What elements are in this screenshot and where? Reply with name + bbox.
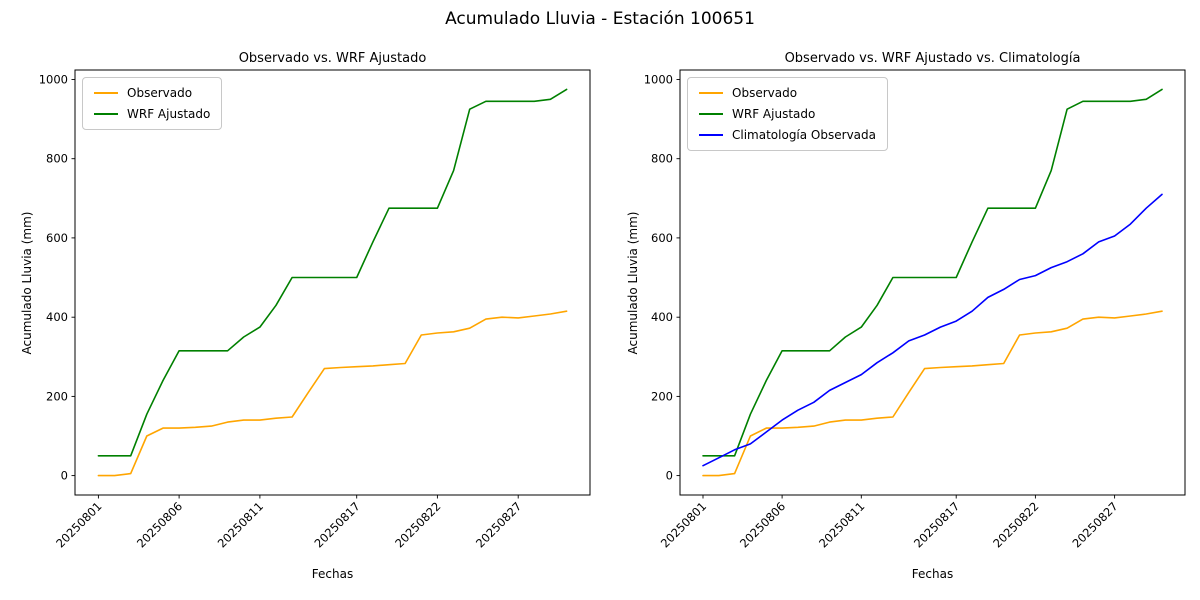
legend-label: Observado: [732, 86, 798, 100]
right-x-axis-label: Fechas: [911, 567, 954, 581]
y-tick-label: 400: [651, 310, 673, 324]
x-tick-label: 20250806: [134, 499, 185, 550]
y-tick-label: 200: [46, 389, 68, 403]
y-tick-label: 200: [651, 389, 673, 403]
x-tick-label: 20250801: [658, 499, 709, 550]
observado-line-swatch: [94, 92, 118, 94]
legend-item-wrf: WRF Ajustado: [94, 107, 210, 121]
legend-label: WRF Ajustado: [732, 107, 816, 121]
series-line-climatolog-a-observada: [702, 193, 1163, 467]
x-tick-label: 20250822: [990, 499, 1041, 550]
x-tick-label: 20250822: [392, 499, 443, 550]
axes-frame: [74, 69, 591, 496]
series-line-wrf-ajustado: [97, 88, 568, 457]
y-tick-label: 600: [46, 231, 68, 245]
y-tick-label: 800: [46, 152, 68, 166]
observado-line-swatch: [699, 92, 723, 94]
legend-item-observado: Observado: [699, 86, 876, 100]
y-tick-label: 0: [61, 469, 68, 483]
legend-label: Observado: [127, 86, 193, 100]
x-tick-label: 20250811: [215, 499, 266, 550]
climatologia-line-swatch: [699, 134, 723, 136]
series-line-wrf-ajustado: [702, 88, 1163, 457]
y-tick-label: 800: [651, 152, 673, 166]
x-tick-label: 20250817: [911, 499, 962, 550]
series-line-observado: [97, 310, 568, 477]
legend-label: WRF Ajustado: [127, 107, 211, 121]
subplot-left-title: Observado vs. WRF Ajustado: [238, 51, 427, 66]
subplot-right-title: Observado vs. WRF Ajustado vs. Climatolo…: [784, 51, 1081, 66]
y-tick-label: 400: [46, 310, 68, 324]
wrf-line-swatch: [94, 113, 118, 115]
x-tick-label: 20250806: [737, 499, 788, 550]
x-tick-label: 20250817: [312, 499, 363, 550]
axes-frame: [679, 69, 1186, 496]
series-line-observado: [702, 310, 1163, 477]
left-x-axis-label: Fechas: [311, 567, 354, 581]
legend-item-wrf: WRF Ajustado: [699, 107, 876, 121]
figure-title: Acumulado Lluvia - Estación 100651: [445, 9, 755, 29]
legend-label: Climatología Observada: [732, 128, 876, 142]
x-tick-label: 20250827: [1069, 499, 1120, 550]
x-tick-label: 20250827: [473, 499, 524, 550]
y-tick-label: 0: [666, 469, 673, 483]
y-tick-label: 1000: [644, 73, 673, 87]
right-line-chart: 0 200 400 600 800 1000 20250801 20250806 2025081…: [644, 69, 1186, 551]
right-legend: Observado WRF Ajustado Climatología Obse…: [687, 77, 888, 151]
x-tick-label: 20250811: [816, 499, 867, 550]
legend-item-climatologia: Climatología Observada: [699, 128, 876, 142]
y-tick-label: 600: [651, 231, 673, 245]
wrf-line-swatch: [699, 113, 723, 115]
left-line-chart: 0 200 400 600 800 1000 20250801 20250806 2025081…: [39, 69, 591, 551]
y-tick-label: 1000: [39, 73, 68, 87]
left-legend: Observado WRF Ajustado: [82, 77, 223, 130]
legend-item-observado: Observado: [94, 86, 210, 100]
x-tick-label: 20250801: [53, 499, 104, 550]
